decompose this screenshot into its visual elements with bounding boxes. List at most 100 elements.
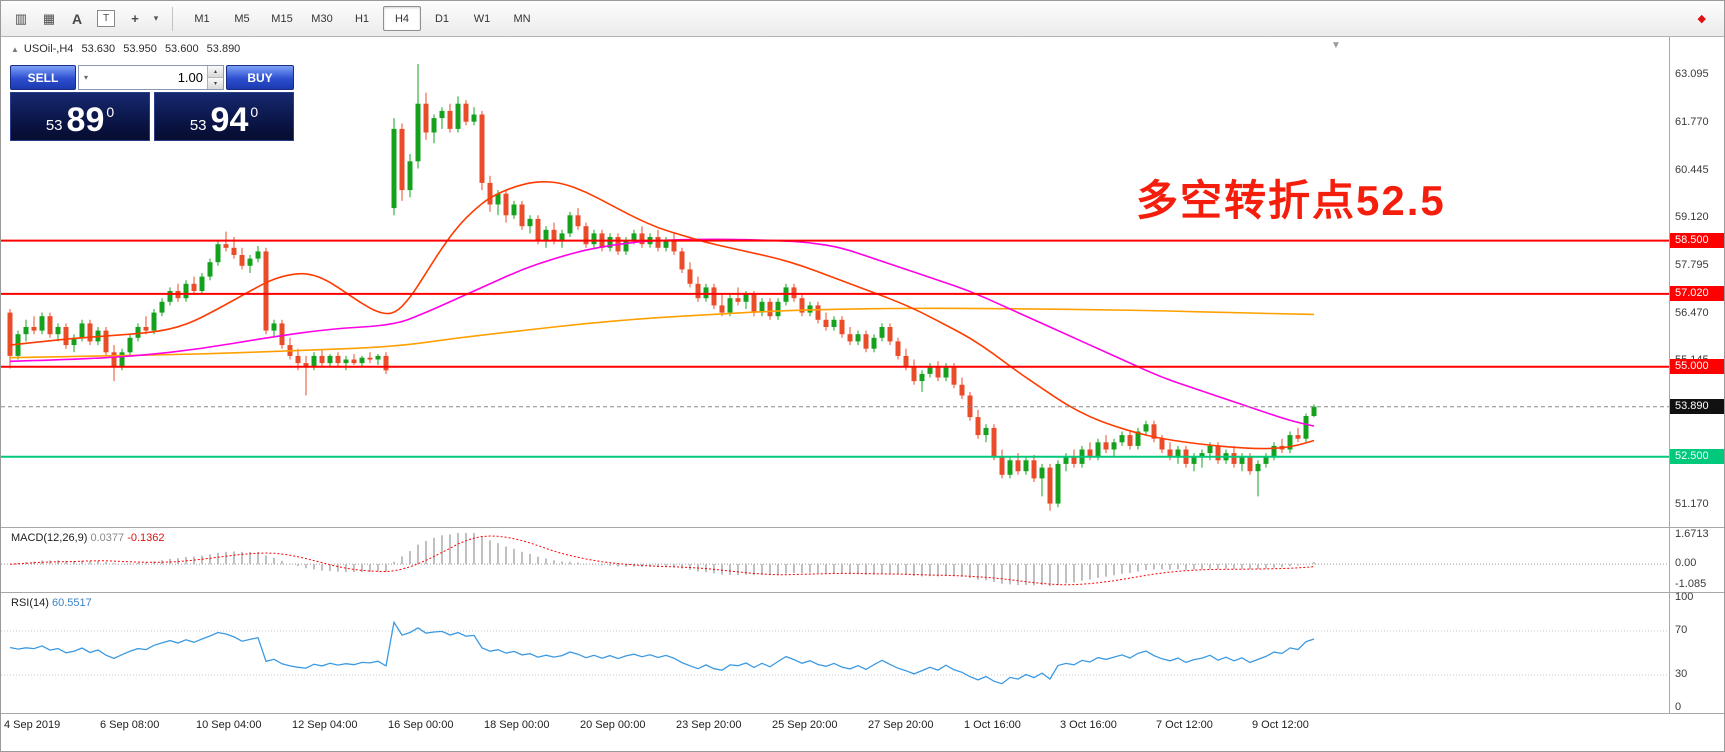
macd-signal-line: [9, 535, 1315, 586]
time-label: 27 Sep 20:00: [868, 719, 934, 731]
time-label: 4 Sep 2019: [4, 719, 61, 731]
timeframe-H4[interactable]: H4: [383, 6, 421, 31]
buy-button[interactable]: BUY: [226, 65, 294, 90]
macd-max-label: 1.6713: [1675, 528, 1709, 540]
candlestick-series: [7, 64, 1317, 511]
ask-price-display[interactable]: 53 94 0: [154, 92, 294, 141]
timeframe-H1[interactable]: H1: [354, 12, 370, 25]
timeframe-M1[interactable]: M1: [194, 12, 210, 25]
trade-controls-row: SELL ▾ 1.00 ▴ ▾ BUY: [10, 65, 294, 90]
rsi-axis-label: 30: [1675, 668, 1688, 680]
price-label: 57.795: [1675, 259, 1709, 271]
ohlc-high: 53.950: [123, 43, 157, 55]
price-label: 63.095: [1675, 68, 1709, 80]
chart-annotation: 多空转折点52.5: [1136, 177, 1446, 224]
timeframe-MN[interactable]: MN: [513, 12, 531, 25]
rsi-axis-label: 70: [1675, 624, 1688, 636]
toolbar-right: ◆: [1698, 12, 1718, 25]
macd-min-label: -1.085: [1675, 578, 1707, 590]
time-label: 1 Oct 16:00: [964, 719, 1021, 731]
timeframe-M15[interactable]: M15: [271, 12, 293, 25]
charts-icon[interactable]: ▥: [14, 10, 28, 26]
rsi-panel[interactable]: [1, 593, 1669, 713]
one-click-trading-panel: SELL ▾ 1.00 ▴ ▾ BUY 53 89 0 53 94 0: [10, 65, 294, 141]
time-label: 16 Sep 00:00: [388, 719, 454, 731]
dropdown-arrow-icon[interactable]: ▾: [153, 13, 159, 23]
price-axis[interactable]: 63.09561.77060.44559.12057.79556.47055.1…: [1670, 37, 1724, 751]
timeframe-M5[interactable]: M5: [234, 12, 250, 25]
time-label: 9 Oct 12:00: [1252, 719, 1309, 731]
time-label: 12 Sep 04:00: [292, 719, 358, 731]
ohlc-low: 53.600: [164, 43, 199, 55]
rsi-axis-label: 0: [1675, 701, 1682, 713]
macd-title: MACD(12,26,9): [11, 532, 88, 544]
alert-icon[interactable]: ◆: [1697, 13, 1706, 25]
macd-histogram: [17, 533, 1315, 586]
axis-separator: [1669, 37, 1670, 713]
bid-price-display[interactable]: 53 89 0: [10, 92, 150, 141]
rsi-label: RSI(14) 60.5517: [11, 597, 92, 609]
price-line-badge: 53.890: [1670, 398, 1724, 414]
bid-frac: 0: [106, 104, 115, 120]
ask-pips: 94: [210, 101, 249, 140]
symbol-marker-icon: ▲: [11, 45, 19, 54]
timeframe-W1[interactable]: W1: [473, 12, 491, 25]
macd-panel[interactable]: [1, 528, 1669, 592]
price-display-row: 53 89 0 53 94 0: [10, 92, 294, 141]
time-label: 10 Sep 04:00: [196, 719, 262, 731]
time-label: 18 Sep 00:00: [484, 719, 550, 731]
price-label: 51.170: [1675, 497, 1709, 510]
indicators-grid-icon[interactable]: ▦: [42, 10, 56, 26]
bid-main: 53: [45, 117, 63, 134]
timeframe-D1[interactable]: D1: [434, 12, 450, 25]
time-label: 23 Sep 20:00: [676, 719, 742, 731]
price-line-badge: 57.020: [1670, 285, 1724, 301]
ma-fast: [9, 180, 1315, 450]
ma-mid: [9, 238, 1315, 427]
ohlc-open: 53.630: [81, 43, 116, 55]
time-label: 6 Sep 08:00: [100, 719, 160, 731]
ohlc-close: 53.890: [206, 43, 241, 55]
macd-signal-value: -0.1362: [127, 532, 165, 544]
macd-main-value: 0.0377: [90, 532, 125, 544]
time-label: 7 Oct 12:00: [1156, 719, 1213, 731]
price-line-badge: 55.000: [1670, 358, 1724, 374]
main-chart[interactable]: [1, 37, 1669, 527]
ask-main: 53: [189, 117, 207, 134]
panel-separator[interactable]: [1, 527, 1724, 528]
chart-area[interactable]: 63.09561.77060.44559.12057.79556.47055.1…: [1, 37, 1724, 751]
panel-separator[interactable]: [1, 592, 1724, 593]
macd-zero-label: 0.00: [1675, 557, 1697, 570]
chart-end-marker-icon: ▼: [1331, 40, 1341, 51]
price-label: 60.445: [1675, 163, 1709, 176]
crosshair-icon[interactable]: +: [131, 11, 139, 26]
bid-pips: 89: [66, 101, 105, 140]
volume-stepper: ▴ ▾: [207, 66, 223, 89]
time-label: 3 Oct 16:00: [1060, 719, 1117, 731]
rsi-line: [9, 620, 1315, 685]
label-icon[interactable]: T: [97, 10, 115, 27]
macd-label: MACD(12,26,9) 0.0377 -0.1362: [11, 532, 165, 544]
volume-up-button[interactable]: ▴: [208, 66, 223, 78]
sell-button[interactable]: SELL: [10, 65, 76, 90]
rsi-axis-label: 100: [1675, 591, 1694, 603]
time-axis[interactable]: 4 Sep 2019 6 Sep 08:00 10 Sep 04:00 12 Sep …: [1, 714, 1669, 740]
text-tool-icon[interactable]: A: [71, 10, 83, 27]
volume-down-button[interactable]: ▾: [208, 78, 223, 89]
timeframe-M30[interactable]: M30: [311, 12, 333, 25]
price-label: 61.770: [1675, 115, 1709, 128]
timeframes-group: M1 M5 M15 M30 H1 H4 D1 W1 MN: [182, 6, 542, 31]
price-label: 59.120: [1675, 211, 1709, 224]
volume-value[interactable]: 1.00: [177, 70, 203, 85]
time-label: 20 Sep 00:00: [580, 719, 646, 731]
ask-frac: 0: [250, 104, 259, 120]
volume-input[interactable]: ▾ 1.00 ▴ ▾: [78, 65, 224, 90]
price-line-badge: 52.500: [1670, 448, 1724, 464]
ma-slow: [9, 307, 1315, 359]
volume-dropdown-icon[interactable]: ▾: [83, 73, 88, 82]
toolbar-separator: [172, 6, 173, 31]
symbol-name: USOil-,H4: [23, 43, 74, 55]
tools-group: ▥ ▦ A T + ▾: [7, 7, 163, 31]
toolbar: ▥ ▦ A T + ▾ M1 M5 M15 M30 H1 H4 D1 W1 MN ◆: [1, 1, 1724, 37]
